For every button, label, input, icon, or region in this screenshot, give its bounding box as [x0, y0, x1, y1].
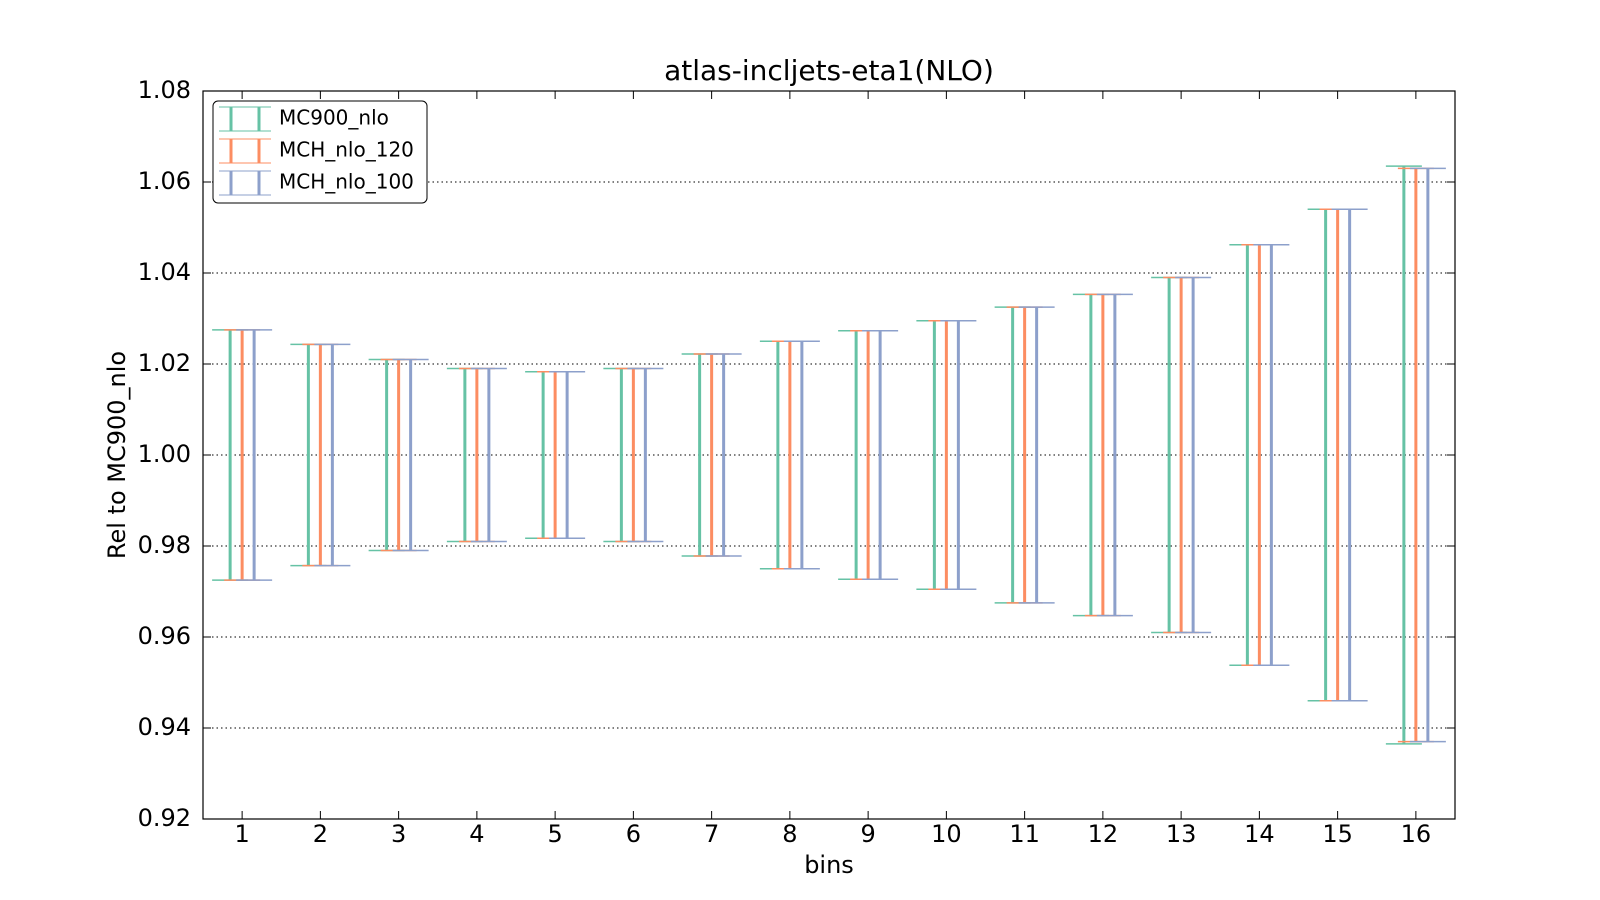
error-bar: [1096, 293, 1133, 617]
error-bar: [627, 367, 664, 543]
y-tick-label: 0.96: [138, 622, 191, 650]
y-tick-label: 1.04: [138, 258, 191, 286]
y-tick-label: 0.92: [138, 804, 191, 832]
error-bar: [392, 358, 429, 552]
x-tick-label: 2: [313, 820, 328, 848]
error-bar: [314, 343, 351, 567]
error-bar: [549, 370, 586, 540]
error-bar: [705, 353, 742, 557]
x-tick-label: 3: [391, 820, 406, 848]
legend-label: MC900_nlo: [279, 106, 389, 130]
y-tick-label: 1.02: [138, 349, 191, 377]
error-bar: [1018, 306, 1055, 604]
error-bar: [1331, 208, 1368, 702]
y-tick-label: 1.00: [138, 440, 191, 468]
x-tick-label: 6: [626, 820, 641, 848]
error-bar: [236, 329, 273, 581]
y-tick-label: 0.98: [138, 531, 191, 559]
legend-label: MCH_nlo_100: [279, 170, 414, 194]
x-tick-label: 7: [704, 820, 719, 848]
x-tick-label: 15: [1322, 820, 1353, 848]
x-tick-label: 1: [234, 820, 249, 848]
error-bar: [783, 340, 820, 570]
x-tick-label: 10: [931, 820, 962, 848]
error-bar: [1385, 165, 1422, 745]
x-tick-label: 12: [1088, 820, 1119, 848]
error-bar: [1175, 276, 1212, 634]
error-bar: [940, 320, 977, 590]
chart-title: atlas-incljets-eta1(NLO): [664, 54, 994, 87]
x-tick-label: 8: [782, 820, 797, 848]
legend-frame: [212, 100, 428, 204]
x-tick-label: 4: [469, 820, 484, 848]
x-tick-label: 13: [1166, 820, 1197, 848]
x-tick-label: 14: [1244, 820, 1275, 848]
error-bar: [1409, 167, 1446, 743]
x-tick-label: 11: [1009, 820, 1040, 848]
x-tick-label: 16: [1401, 820, 1432, 848]
y-axis-label: Rel to MC900_nlo: [103, 351, 131, 559]
y-tick-label: 1.06: [138, 167, 191, 195]
y-tick-label: 0.94: [138, 713, 191, 741]
plot-frame: [202, 90, 1456, 820]
legend-label: MCH_nlo_120: [279, 138, 414, 162]
x-tick-label: 9: [860, 820, 875, 848]
legend: MC900_nlo MCH_nlo_120 MCH_nlo_100: [212, 100, 428, 204]
x-tick-label: 5: [547, 820, 562, 848]
x-axis-label: bins: [804, 851, 854, 879]
error-bar: [862, 330, 899, 580]
error-bar: [470, 367, 507, 543]
y-tick-label: 1.08: [138, 76, 191, 104]
error-bar: [1253, 244, 1290, 666]
